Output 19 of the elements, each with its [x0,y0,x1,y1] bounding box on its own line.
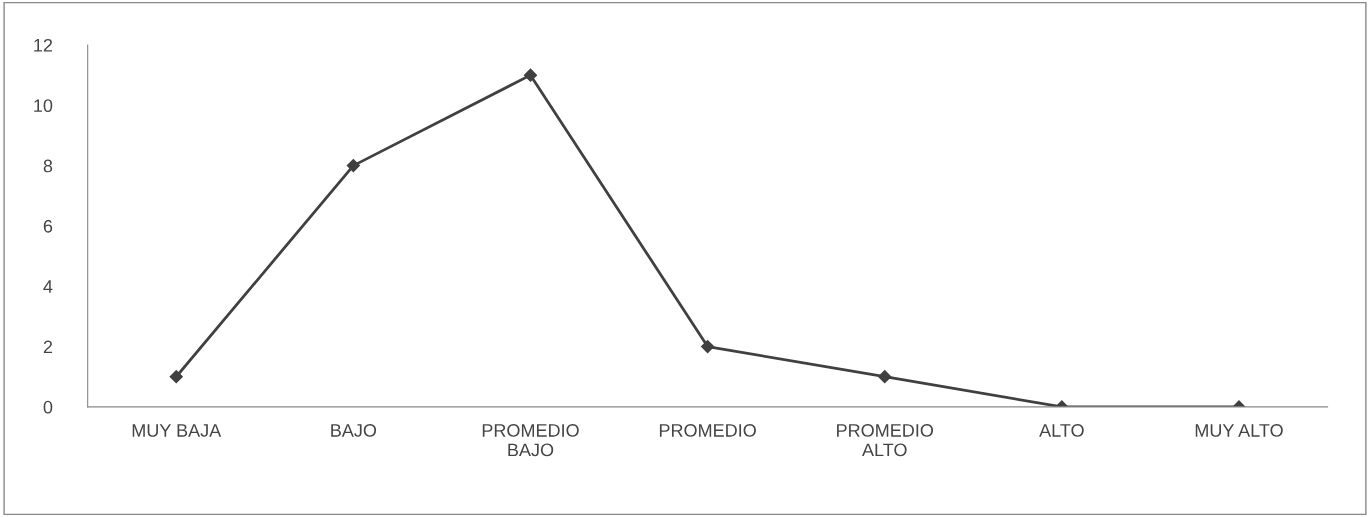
x-tick-label: ALTO [1039,424,1084,437]
y-tick-label: 12 [34,38,53,52]
y-tick-label: 6 [43,219,53,233]
y-tick-label: 4 [43,280,53,293]
y-tick-label: 0 [43,400,53,414]
y-tick-label: 8 [43,159,53,173]
point [878,370,892,384]
x-tick-label: MUY BAJA [132,424,222,437]
x-tick-label: BAJO [331,424,377,437]
y-tick-label: 10 [34,99,53,113]
point [701,339,715,354]
point [169,370,183,384]
point [346,159,360,173]
x-tick-label: PROMEDIO BAJO [482,424,579,457]
y-tick-label: 2 [43,340,53,354]
x-tick-label: PROMEDIO [659,424,756,437]
point [523,68,538,82]
x-tick-label: PROMEDIO ALTO [837,424,934,457]
x-tick-label: MUY ALTO [1195,424,1283,437]
